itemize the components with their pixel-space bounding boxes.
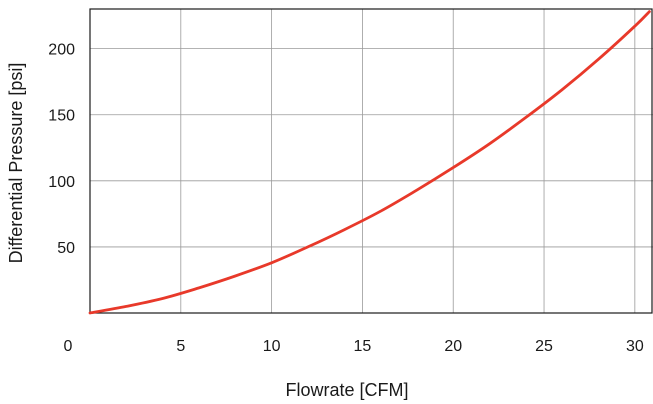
grid: [90, 9, 653, 313]
plot-frame: [89, 8, 653, 314]
x-tick-label: 30: [626, 338, 644, 355]
y-tick-label: 100: [48, 174, 75, 191]
series-group: [88, 10, 651, 315]
x-tick-label: 15: [354, 338, 372, 355]
y-tick-label: 50: [57, 240, 75, 257]
x-tick-label: 20: [444, 338, 462, 355]
y-axis-title: Differential Pressure [psi]: [6, 63, 26, 264]
y-tick-label: 150: [48, 108, 75, 125]
y-axis-ticks: 50 100 150 200: [48, 42, 75, 257]
x-tick-label: 25: [535, 338, 553, 355]
x-axis-ticks: 0 5 10 15 20 25 30: [64, 338, 644, 355]
series-line: [88, 10, 651, 315]
x-axis-title: Flowrate [CFM]: [285, 380, 408, 400]
x-tick-label: 5: [176, 338, 185, 355]
x-tick-label: 0: [64, 338, 73, 355]
x-tick-label: 10: [263, 338, 281, 355]
y-tick-label: 200: [48, 42, 75, 59]
